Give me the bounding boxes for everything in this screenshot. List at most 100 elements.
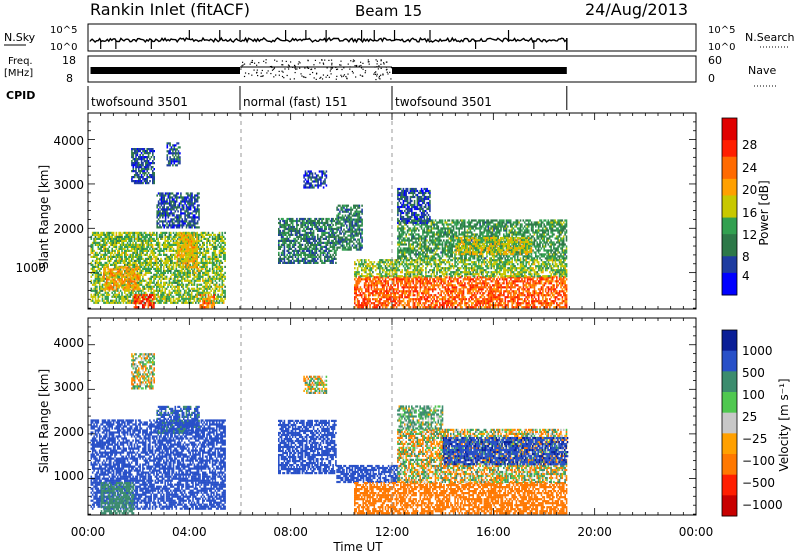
power-cell <box>284 260 286 262</box>
power-cell <box>103 244 105 246</box>
power-cell <box>188 204 190 206</box>
power-cell <box>311 238 313 240</box>
power-cell <box>100 234 102 236</box>
power-cell <box>133 162 135 164</box>
power-cell <box>130 256 132 258</box>
power-cell <box>284 232 286 234</box>
power-cell <box>193 216 195 218</box>
power-cell <box>335 254 337 256</box>
power-cell <box>334 242 336 244</box>
power-cell <box>282 238 284 240</box>
power-cell <box>160 268 162 270</box>
power-cell <box>131 272 133 274</box>
power-cell <box>310 260 312 262</box>
power-cell <box>219 252 221 254</box>
power-cell <box>137 260 139 262</box>
power-cell <box>117 240 119 242</box>
power-cell <box>133 156 135 158</box>
power-cell <box>114 264 116 266</box>
power-cell <box>116 264 118 266</box>
power-cell <box>92 296 94 298</box>
power-cell <box>137 288 139 290</box>
power-cell <box>145 164 147 166</box>
power-cell <box>188 274 190 276</box>
power-cell <box>146 246 148 248</box>
power-cell <box>178 276 180 278</box>
power-cell <box>216 272 218 274</box>
power-cell <box>338 241 340 243</box>
power-cell <box>196 298 198 300</box>
power-cell <box>202 266 204 268</box>
power-cell <box>98 294 100 296</box>
power-cell <box>356 235 358 237</box>
power-cell <box>137 166 139 168</box>
freq-dot <box>275 74 276 75</box>
power-cell <box>116 254 118 256</box>
power-cell <box>139 154 141 156</box>
power-cell <box>131 238 133 240</box>
power-cell <box>141 166 143 168</box>
power-cell <box>286 240 288 242</box>
freq-dot <box>336 79 337 80</box>
power-cell <box>318 228 320 230</box>
power-cell <box>107 300 109 302</box>
power-cell <box>142 164 144 166</box>
power-cell <box>180 300 182 302</box>
power-cell <box>350 231 352 233</box>
power-cell <box>222 294 224 296</box>
power-cell <box>284 252 286 254</box>
power-cell <box>291 260 293 262</box>
power-cell <box>349 239 351 241</box>
power-cell <box>208 298 210 300</box>
power-cell <box>127 248 129 250</box>
power-cell <box>313 220 315 222</box>
power-cell <box>182 262 184 264</box>
power-cell <box>196 284 198 286</box>
power-cell <box>142 172 144 174</box>
power-cell <box>285 226 287 228</box>
power-cell <box>352 235 354 237</box>
freq-dot <box>350 60 351 61</box>
power-cell <box>170 202 172 204</box>
power-cell <box>117 254 119 256</box>
power-cell <box>146 168 148 170</box>
power-cell <box>132 262 134 264</box>
power-cell <box>361 205 363 207</box>
power-cell <box>164 270 166 272</box>
power-cell <box>135 172 137 174</box>
power-cell <box>160 238 162 240</box>
power-cell <box>166 248 168 250</box>
freq-dot <box>359 65 360 66</box>
power-cell <box>292 250 294 252</box>
power-cell <box>127 276 129 278</box>
freq-dot <box>362 76 363 77</box>
power-cell <box>328 240 330 242</box>
power-cell <box>291 232 293 234</box>
power-cell <box>194 280 196 282</box>
power-cell <box>335 258 337 260</box>
power-cell <box>314 244 316 246</box>
power-cell <box>192 288 194 290</box>
power-cell <box>328 250 330 252</box>
freq-dot <box>263 75 264 76</box>
power-cell <box>220 254 222 256</box>
power-cell <box>352 219 354 221</box>
power-cell <box>177 280 179 282</box>
power-cell <box>320 178 322 180</box>
power-cell <box>137 236 139 238</box>
power-cell <box>157 276 159 278</box>
power-cell <box>219 274 221 276</box>
power-cell <box>298 256 300 258</box>
power-cell <box>144 254 146 256</box>
power-cell <box>188 260 190 262</box>
power-cell <box>96 274 98 276</box>
power-cell <box>100 232 102 234</box>
power-cell <box>173 298 175 300</box>
power-cell <box>136 294 138 296</box>
power-cell <box>190 206 192 208</box>
power-cell <box>340 227 342 229</box>
power-cell <box>203 254 205 256</box>
power-cell <box>345 249 347 251</box>
power-cell <box>168 226 170 228</box>
power-cell <box>303 236 305 238</box>
